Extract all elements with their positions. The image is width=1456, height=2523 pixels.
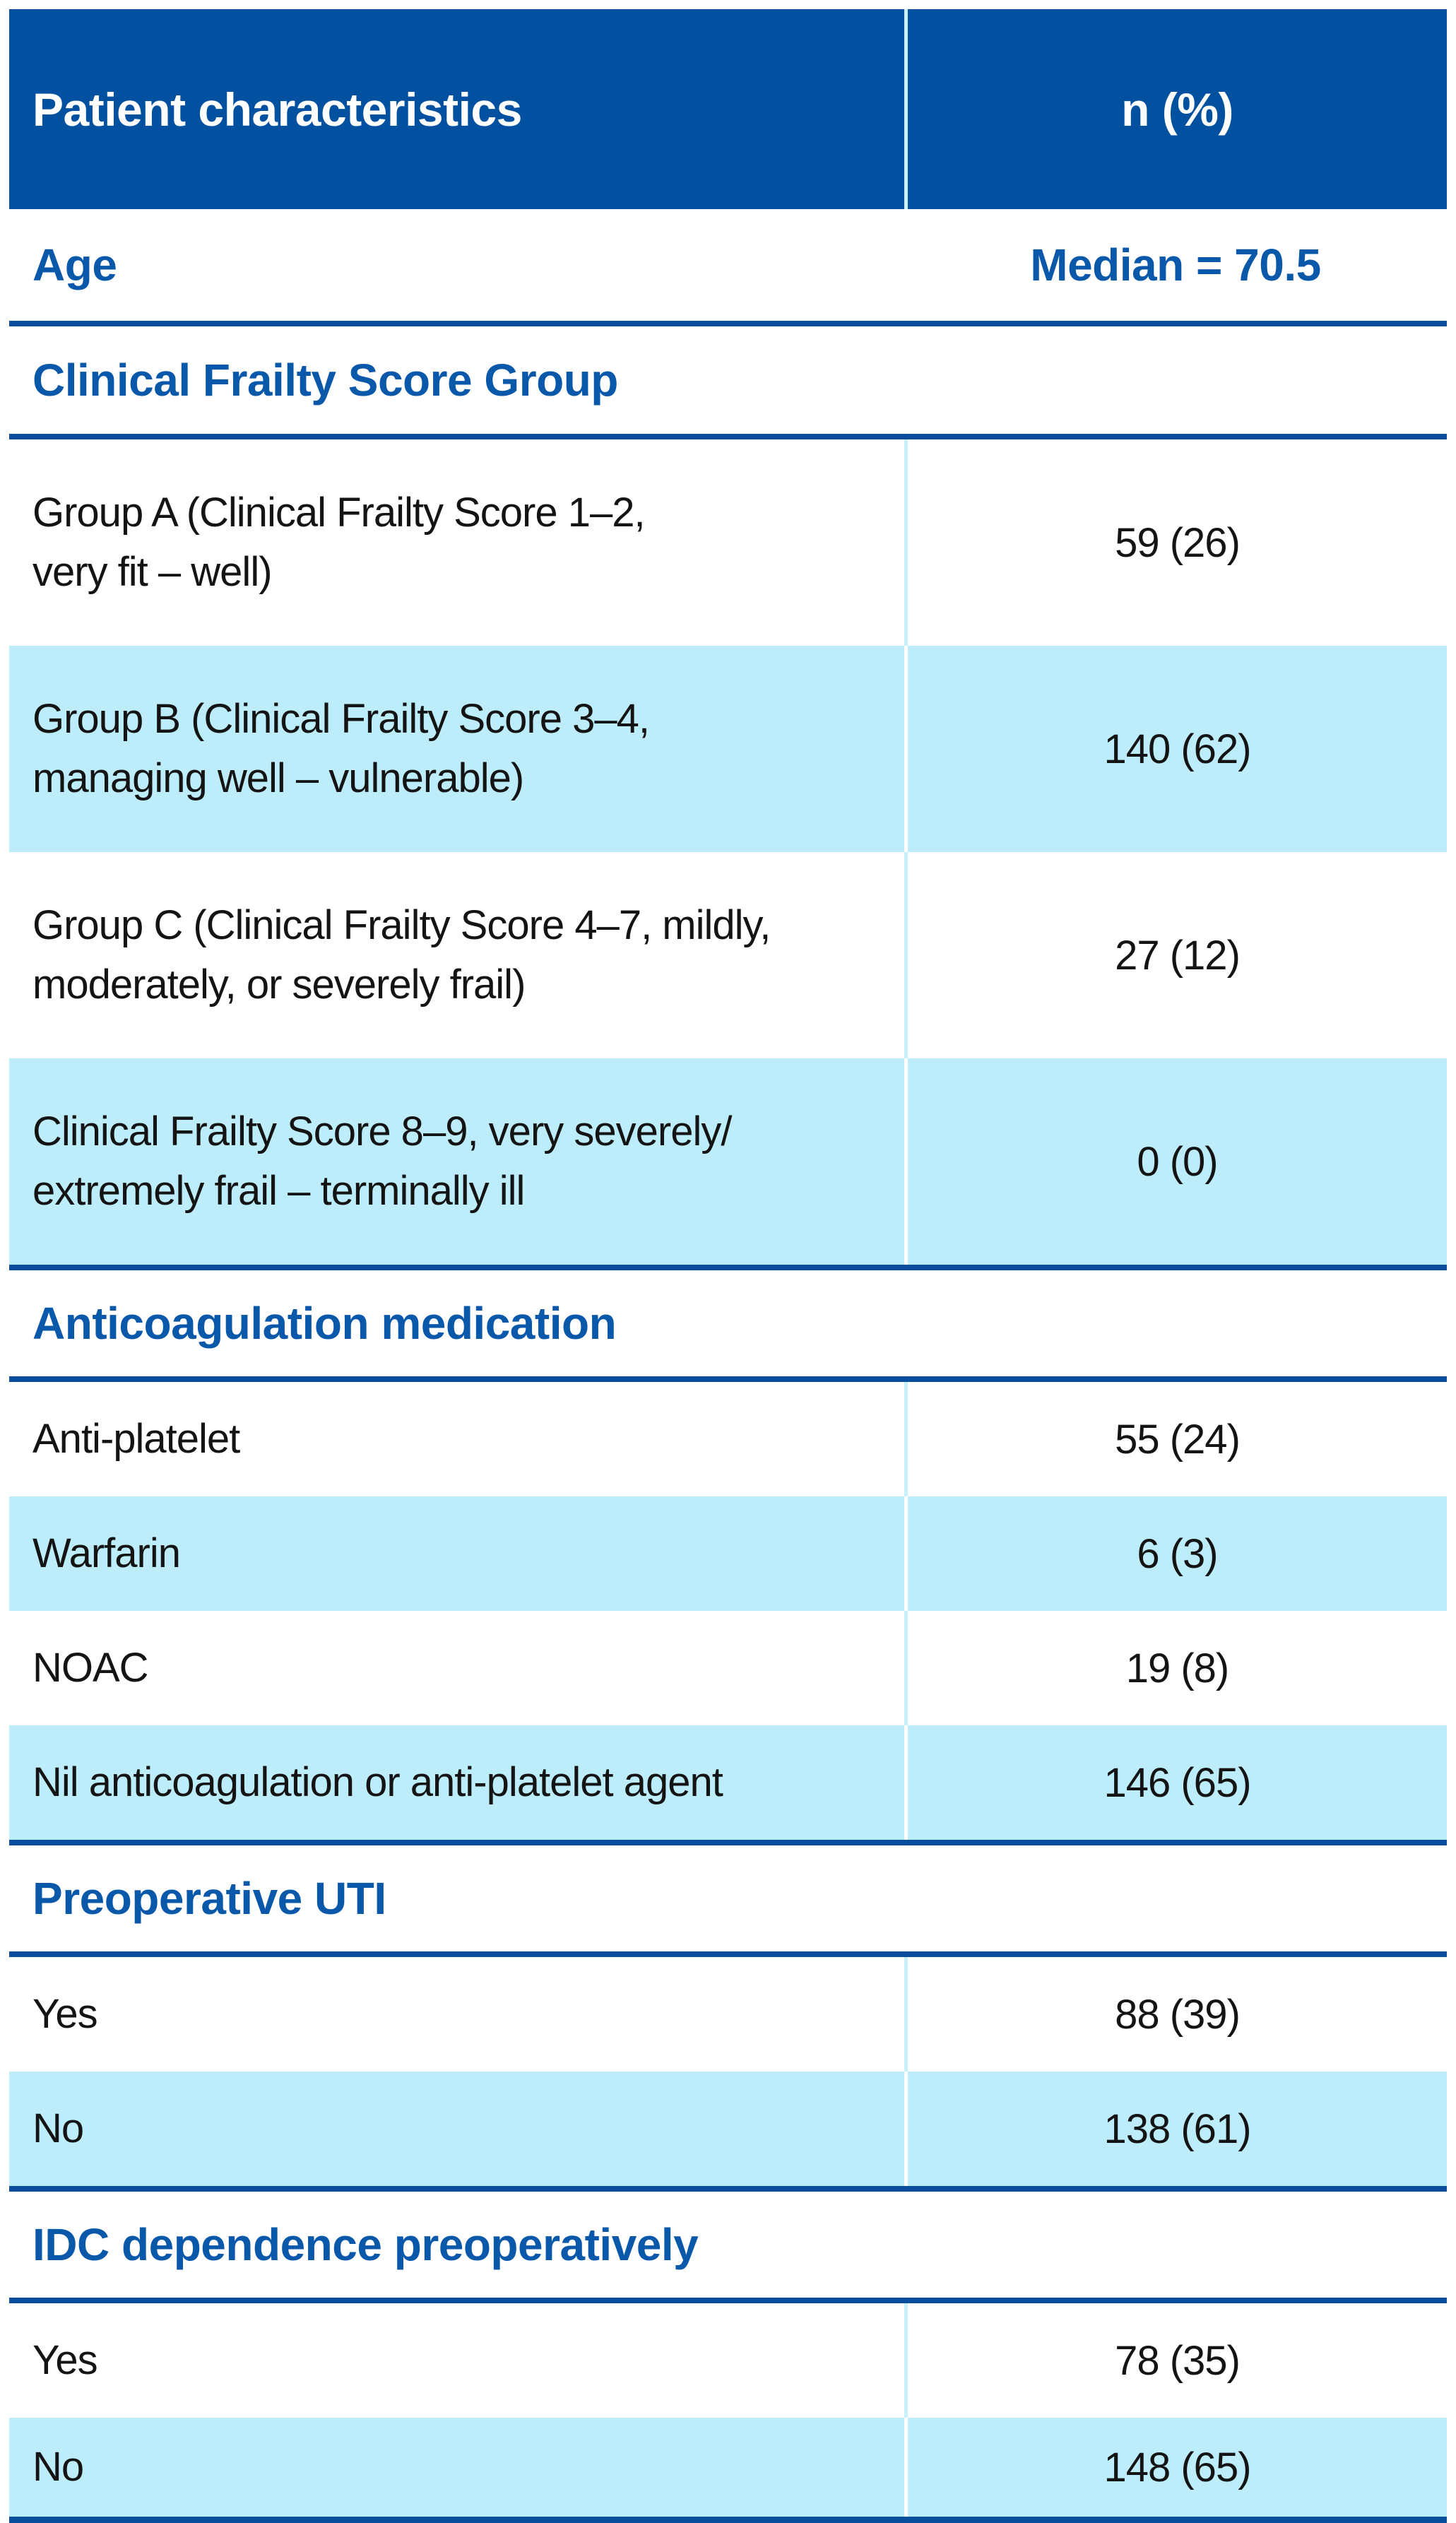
table-row: Group A (Clinical Frailty Score 1–2, ver… bbox=[9, 439, 1447, 646]
header-col-n-percent: n (%) bbox=[1121, 83, 1233, 136]
age-label: Age bbox=[32, 240, 117, 290]
section-title: IDC dependence preoperatively bbox=[32, 2219, 699, 2270]
section-rule bbox=[9, 1265, 1447, 1270]
age-row: Age Median = 70.5 bbox=[9, 209, 1447, 321]
table-row: Group C (Clinical Frailty Score 4–7, mil… bbox=[9, 852, 1447, 1058]
table-header-row: Patient characteristics n (%) bbox=[9, 9, 1447, 209]
section-header-preoperative-uti: Preoperative UTI bbox=[9, 1845, 1447, 1951]
column-divider bbox=[904, 852, 908, 1058]
table-row: Nil anticoagulation or anti-platelet age… bbox=[9, 1725, 1447, 1840]
table-row: NOAC 19 (8) bbox=[9, 1611, 1447, 1725]
row-value: 0 (0) bbox=[1137, 1138, 1218, 1185]
section-header-clinical-frailty: Clinical Frailty Score Group bbox=[9, 326, 1447, 434]
row-value: 148 (65) bbox=[1103, 2444, 1251, 2490]
row-label: Group B (Clinical Frailty Score 3–4, man… bbox=[32, 696, 650, 801]
row-value: 6 (3) bbox=[1137, 1530, 1218, 1577]
row-value: 140 (62) bbox=[1103, 726, 1251, 772]
table-row: Warfarin 6 (3) bbox=[9, 1496, 1447, 1611]
row-label: Yes bbox=[32, 2337, 98, 2383]
age-value: Median = 70.5 bbox=[1030, 240, 1321, 290]
column-divider bbox=[904, 2418, 908, 2517]
row-value: 88 (39) bbox=[1115, 1991, 1241, 2038]
section-title: Clinical Frailty Score Group bbox=[32, 355, 618, 406]
section-rule bbox=[9, 2298, 1447, 2303]
section-header-anticoagulation: Anticoagulation medication bbox=[9, 1270, 1447, 1376]
row-label: No bbox=[32, 2444, 84, 2490]
column-divider bbox=[904, 2072, 908, 2186]
table-row: Clinical Frailty Score 8–9, very severel… bbox=[9, 1058, 1447, 1265]
row-label: Group C (Clinical Frailty Score 4–7, mil… bbox=[32, 902, 771, 1008]
section-rule bbox=[9, 1951, 1447, 1957]
section-rule bbox=[9, 1840, 1447, 1845]
section-header-idc-dependence: IDC dependence preoperatively bbox=[9, 2192, 1447, 2298]
column-divider bbox=[904, 1611, 908, 1725]
column-divider bbox=[904, 1957, 908, 2072]
column-divider bbox=[904, 1058, 908, 1265]
table-row: Group B (Clinical Frailty Score 3–4, man… bbox=[9, 646, 1447, 852]
table-row: Yes 78 (35) bbox=[9, 2303, 1447, 2418]
table-row: Yes 88 (39) bbox=[9, 1957, 1447, 2072]
column-divider bbox=[904, 1725, 908, 1840]
section-rule bbox=[9, 434, 1447, 439]
column-divider bbox=[904, 646, 908, 852]
row-label: Anti-platelet bbox=[32, 1416, 240, 1462]
section-title: Preoperative UTI bbox=[32, 1873, 386, 1924]
row-label: Yes bbox=[32, 1991, 98, 2037]
section-title: Anticoagulation medication bbox=[32, 1298, 617, 1349]
column-divider bbox=[904, 2303, 908, 2418]
row-value: 59 (26) bbox=[1115, 519, 1241, 566]
row-label: Warfarin bbox=[32, 1530, 181, 1576]
row-value: 146 (65) bbox=[1103, 1759, 1251, 1806]
section-rule bbox=[9, 2186, 1447, 2192]
table-bottom-rule bbox=[9, 2517, 1447, 2523]
section-rule bbox=[9, 321, 1447, 326]
row-value: 55 (24) bbox=[1115, 1416, 1241, 1463]
column-divider bbox=[904, 1496, 908, 1611]
table-row: No 148 (65) bbox=[9, 2418, 1447, 2517]
row-value: 138 (61) bbox=[1103, 2105, 1251, 2152]
table-row: No 138 (61) bbox=[9, 2072, 1447, 2186]
row-value: 19 (8) bbox=[1125, 1645, 1230, 1691]
header-col-patient-characteristics: Patient characteristics bbox=[32, 83, 522, 136]
row-label: NOAC bbox=[32, 1645, 149, 1691]
row-label: No bbox=[32, 2105, 84, 2151]
column-divider bbox=[904, 1382, 908, 1496]
table-row: Anti-platelet 55 (24) bbox=[9, 1382, 1447, 1496]
row-label: Clinical Frailty Score 8–9, very severel… bbox=[32, 1109, 732, 1214]
section-rule bbox=[9, 1376, 1447, 1382]
row-label: Nil anticoagulation or anti-platelet age… bbox=[32, 1759, 723, 1805]
column-divider bbox=[904, 439, 908, 646]
patient-characteristics-table: Patient characteristics n (%) Age Median… bbox=[9, 9, 1447, 2523]
row-value: 78 (35) bbox=[1115, 2337, 1241, 2384]
row-label: Group A (Clinical Frailty Score 1–2, ver… bbox=[32, 490, 646, 595]
row-value: 27 (12) bbox=[1115, 932, 1241, 979]
column-divider bbox=[904, 9, 908, 209]
